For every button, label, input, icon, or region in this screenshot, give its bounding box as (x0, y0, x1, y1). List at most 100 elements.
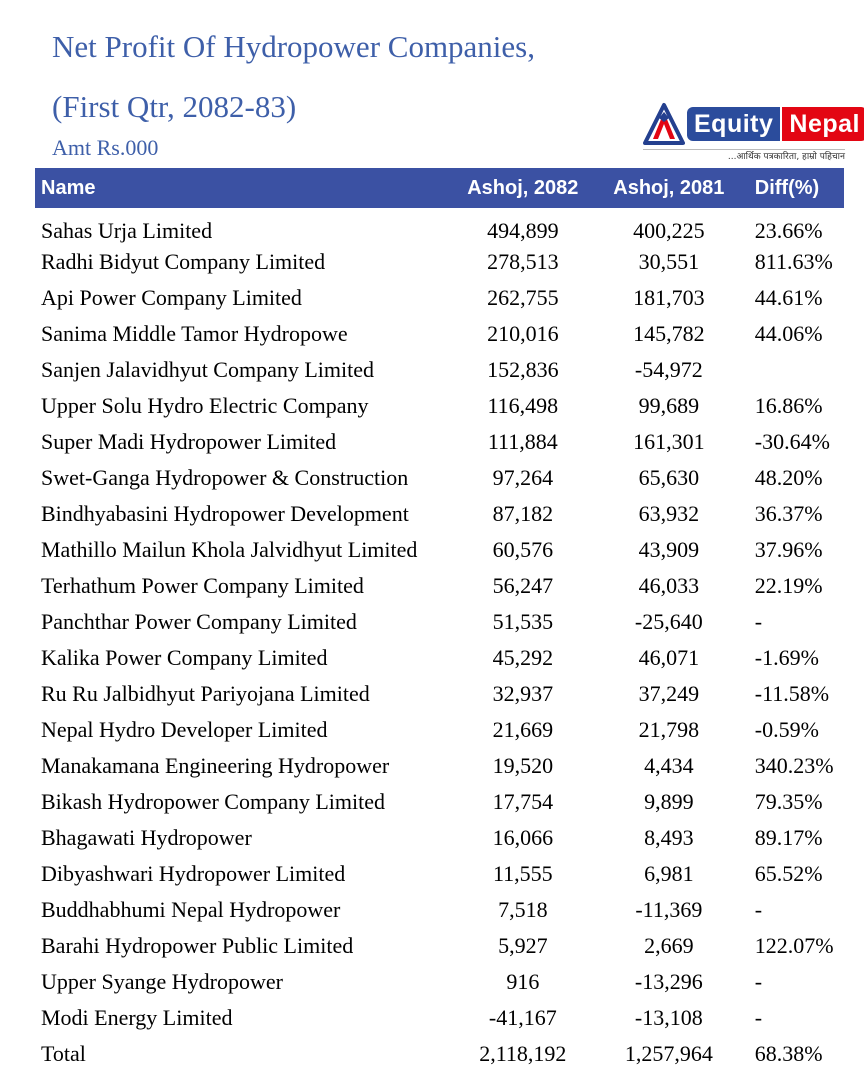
table-row: Kalika Power Company Limited 45,292 46,071… (35, 640, 844, 676)
cell-ashoj-2081: -25,640 (634, 609, 703, 634)
table-row: Swet-Ganga Hydropower & Construction 97,2… (35, 460, 844, 496)
table-row: Radhi Bidyut Company Limited 278,513 30,55… (35, 244, 844, 280)
table-row: Buddhabhumi Nepal Hydropower 7,518 -11,369… (35, 892, 844, 928)
table-row: Modi Energy Limited -41,167 -13,108 - (35, 1000, 844, 1036)
cell-ashoj-2081: 46,071 (638, 645, 700, 670)
cell-name: Api Power Company Limited (41, 285, 302, 310)
cell-ashoj-2081: -13,108 (634, 1005, 703, 1030)
cell-name: Manakamana Engineering Hydropower (41, 753, 390, 778)
table-row: Super Madi Hydropower Limited 111,884 161,… (35, 424, 844, 460)
logo-row: Equity Nepal (643, 102, 864, 146)
cell-ashoj-2082: 916 (506, 969, 540, 994)
cell-name: Barahi Hydropower Public Limited (41, 933, 354, 958)
cell-ashoj-2082: 45,292 (492, 645, 554, 670)
cell-ashoj-2081: 21,798 (638, 717, 700, 742)
cell-ashoj-2081: 145,782 (633, 321, 705, 346)
cell-diff-pct: - (754, 969, 763, 994)
column-header-name: Name (35, 168, 460, 208)
cell-name: Ru Ru Jalbidhyut Pariyojana Limited (41, 681, 370, 706)
cell-diff-pct: 340.23% (754, 753, 834, 778)
table-body: Sahas Urja Limited 494,899 400,225 23.66% Ra… (35, 208, 844, 1072)
cell-ashoj-2082: 97,264 (492, 465, 554, 490)
table-row: Upper Solu Hydro Electric Company 116,498… (35, 388, 844, 424)
cell-diff-pct: - (754, 897, 763, 922)
cell-ashoj-2082: 21,669 (492, 717, 554, 742)
cell-ashoj-2082: 56,247 (492, 573, 554, 598)
cell-ashoj-2081: -11,369 (635, 897, 703, 922)
cell-ashoj-2082: 87,182 (492, 501, 554, 526)
table-row: Bhagawati Hydropower 16,066 8,493 89.17% (35, 820, 844, 856)
cell-ashoj-2082: 16,066 (492, 825, 554, 850)
cell-ashoj-2082: -41,167 (488, 1005, 557, 1030)
cell-name: Buddhabhumi Nepal Hydropower (41, 897, 341, 922)
cell-ashoj-2081: 4,434 (644, 753, 694, 778)
cell-ashoj-2081: 9,899 (644, 789, 694, 814)
cell-name: Sanima Middle Tamor Hydropowe (41, 321, 348, 346)
table-row: Nepal Hydro Developer Limited 21,669 21,79… (35, 712, 844, 748)
cell-ashoj-2082: 262,755 (487, 285, 559, 310)
cell-name: Sahas Urja Limited (41, 218, 213, 243)
cell-ashoj-2081: 1,257,964 (624, 1041, 713, 1066)
table-header-row: Name Ashoj, 2082 Ashoj, 2081 Diff(%) (35, 168, 844, 208)
cell-diff-pct: 36.37% (754, 501, 823, 526)
cell-name: Bhagawati Hydropower (41, 825, 252, 850)
cell-ashoj-2081: 8,493 (644, 825, 694, 850)
title-block: Net Profit Of Hydropower Companies, (Fir… (52, 29, 535, 161)
cell-ashoj-2081: 99,689 (638, 393, 700, 418)
cell-diff-pct: - (754, 1005, 763, 1030)
table-row: Panchthar Power Company Limited 51,535 -25… (35, 604, 844, 640)
column-header-diff-pct: Diff(%) (751, 168, 844, 208)
table-row: Sanjen Jalavidhyut Company Limited 152,83… (35, 352, 844, 388)
logo-text-equity: Equity (687, 107, 781, 141)
cell-name: Panchthar Power Company Limited (41, 609, 357, 634)
cell-name: Radhi Bidyut Company Limited (41, 249, 326, 274)
cell-name: Sanjen Jalavidhyut Company Limited (41, 357, 375, 382)
cell-name: Bikash Hydropower Company Limited (41, 789, 386, 814)
column-header-ashoj-2082: Ashoj, 2082 (459, 168, 586, 208)
cell-ashoj-2081: -54,972 (634, 357, 703, 382)
cell-ashoj-2082: 32,937 (492, 681, 554, 706)
table-header: Name Ashoj, 2082 Ashoj, 2081 Diff(%) (35, 168, 844, 208)
cell-ashoj-2082: 278,513 (487, 249, 559, 274)
cell-name: Upper Solu Hydro Electric Company (41, 393, 369, 418)
cell-name: Mathillo Mailun Khola Jalvidhyut Limited (41, 537, 418, 562)
cell-name: Super Madi Hydropower Limited (41, 429, 337, 454)
cell-ashoj-2082: 2,118,192 (479, 1041, 567, 1066)
cell-diff-pct: 122.07% (754, 933, 834, 958)
cell-ashoj-2081: 63,932 (638, 501, 700, 526)
cell-diff-pct: 44.61% (754, 285, 823, 310)
table-row: Api Power Company Limited 262,755 181,703 4… (35, 280, 844, 316)
table-row: Bikash Hydropower Company Limited 17,754 9… (35, 784, 844, 820)
logo-text-nepal: Nepal (782, 107, 864, 141)
cell-ashoj-2081: 400,225 (633, 218, 705, 243)
cell-diff-pct: 48.20% (754, 465, 823, 490)
cell-ashoj-2081: 181,703 (633, 285, 705, 310)
cell-ashoj-2082: 5,927 (498, 933, 548, 958)
cell-diff-pct: 23.66% (754, 218, 823, 243)
cell-ashoj-2081: 46,033 (638, 573, 700, 598)
cell-ashoj-2081: 65,630 (638, 465, 700, 490)
cell-ashoj-2082: 11,555 (492, 861, 553, 886)
cell-ashoj-2081: 161,301 (633, 429, 705, 454)
cell-diff-pct: 16.86% (754, 393, 823, 418)
table-row: Terhathum Power Company Limited 56,247 46,… (35, 568, 844, 604)
cell-ashoj-2081: 2,669 (644, 933, 694, 958)
mountain-triangle-icon (643, 103, 685, 145)
page-title-line1: Net Profit Of Hydropower Companies, (52, 29, 535, 64)
table-row: Mathillo Mailun Khola Jalvidhyut Limited… (35, 532, 844, 568)
cell-ashoj-2082: 210,016 (487, 321, 559, 346)
cell-ashoj-2081: 43,909 (638, 537, 700, 562)
cell-diff-pct: 811.63% (754, 249, 833, 274)
cell-ashoj-2082: 494,899 (487, 218, 559, 243)
page-title-line2: (First Qtr, 2082-83) (52, 89, 297, 125)
cell-name: Total (41, 1041, 86, 1066)
cell-diff-pct: 37.96% (754, 537, 823, 562)
cell-name: Swet-Ganga Hydropower & Construction (41, 465, 409, 490)
cell-ashoj-2082: 51,535 (492, 609, 554, 634)
cell-ashoj-2082: 116,498 (487, 393, 559, 418)
cell-ashoj-2081: -13,296 (634, 969, 703, 994)
table-row: Sahas Urja Limited 494,899 400,225 23.66% (35, 208, 844, 244)
cell-ashoj-2081: 30,551 (638, 249, 700, 274)
cell-name: Bindhyabasini Hydropower Development (41, 501, 409, 526)
amount-unit-label: Amt Rs.000 (52, 135, 159, 161)
